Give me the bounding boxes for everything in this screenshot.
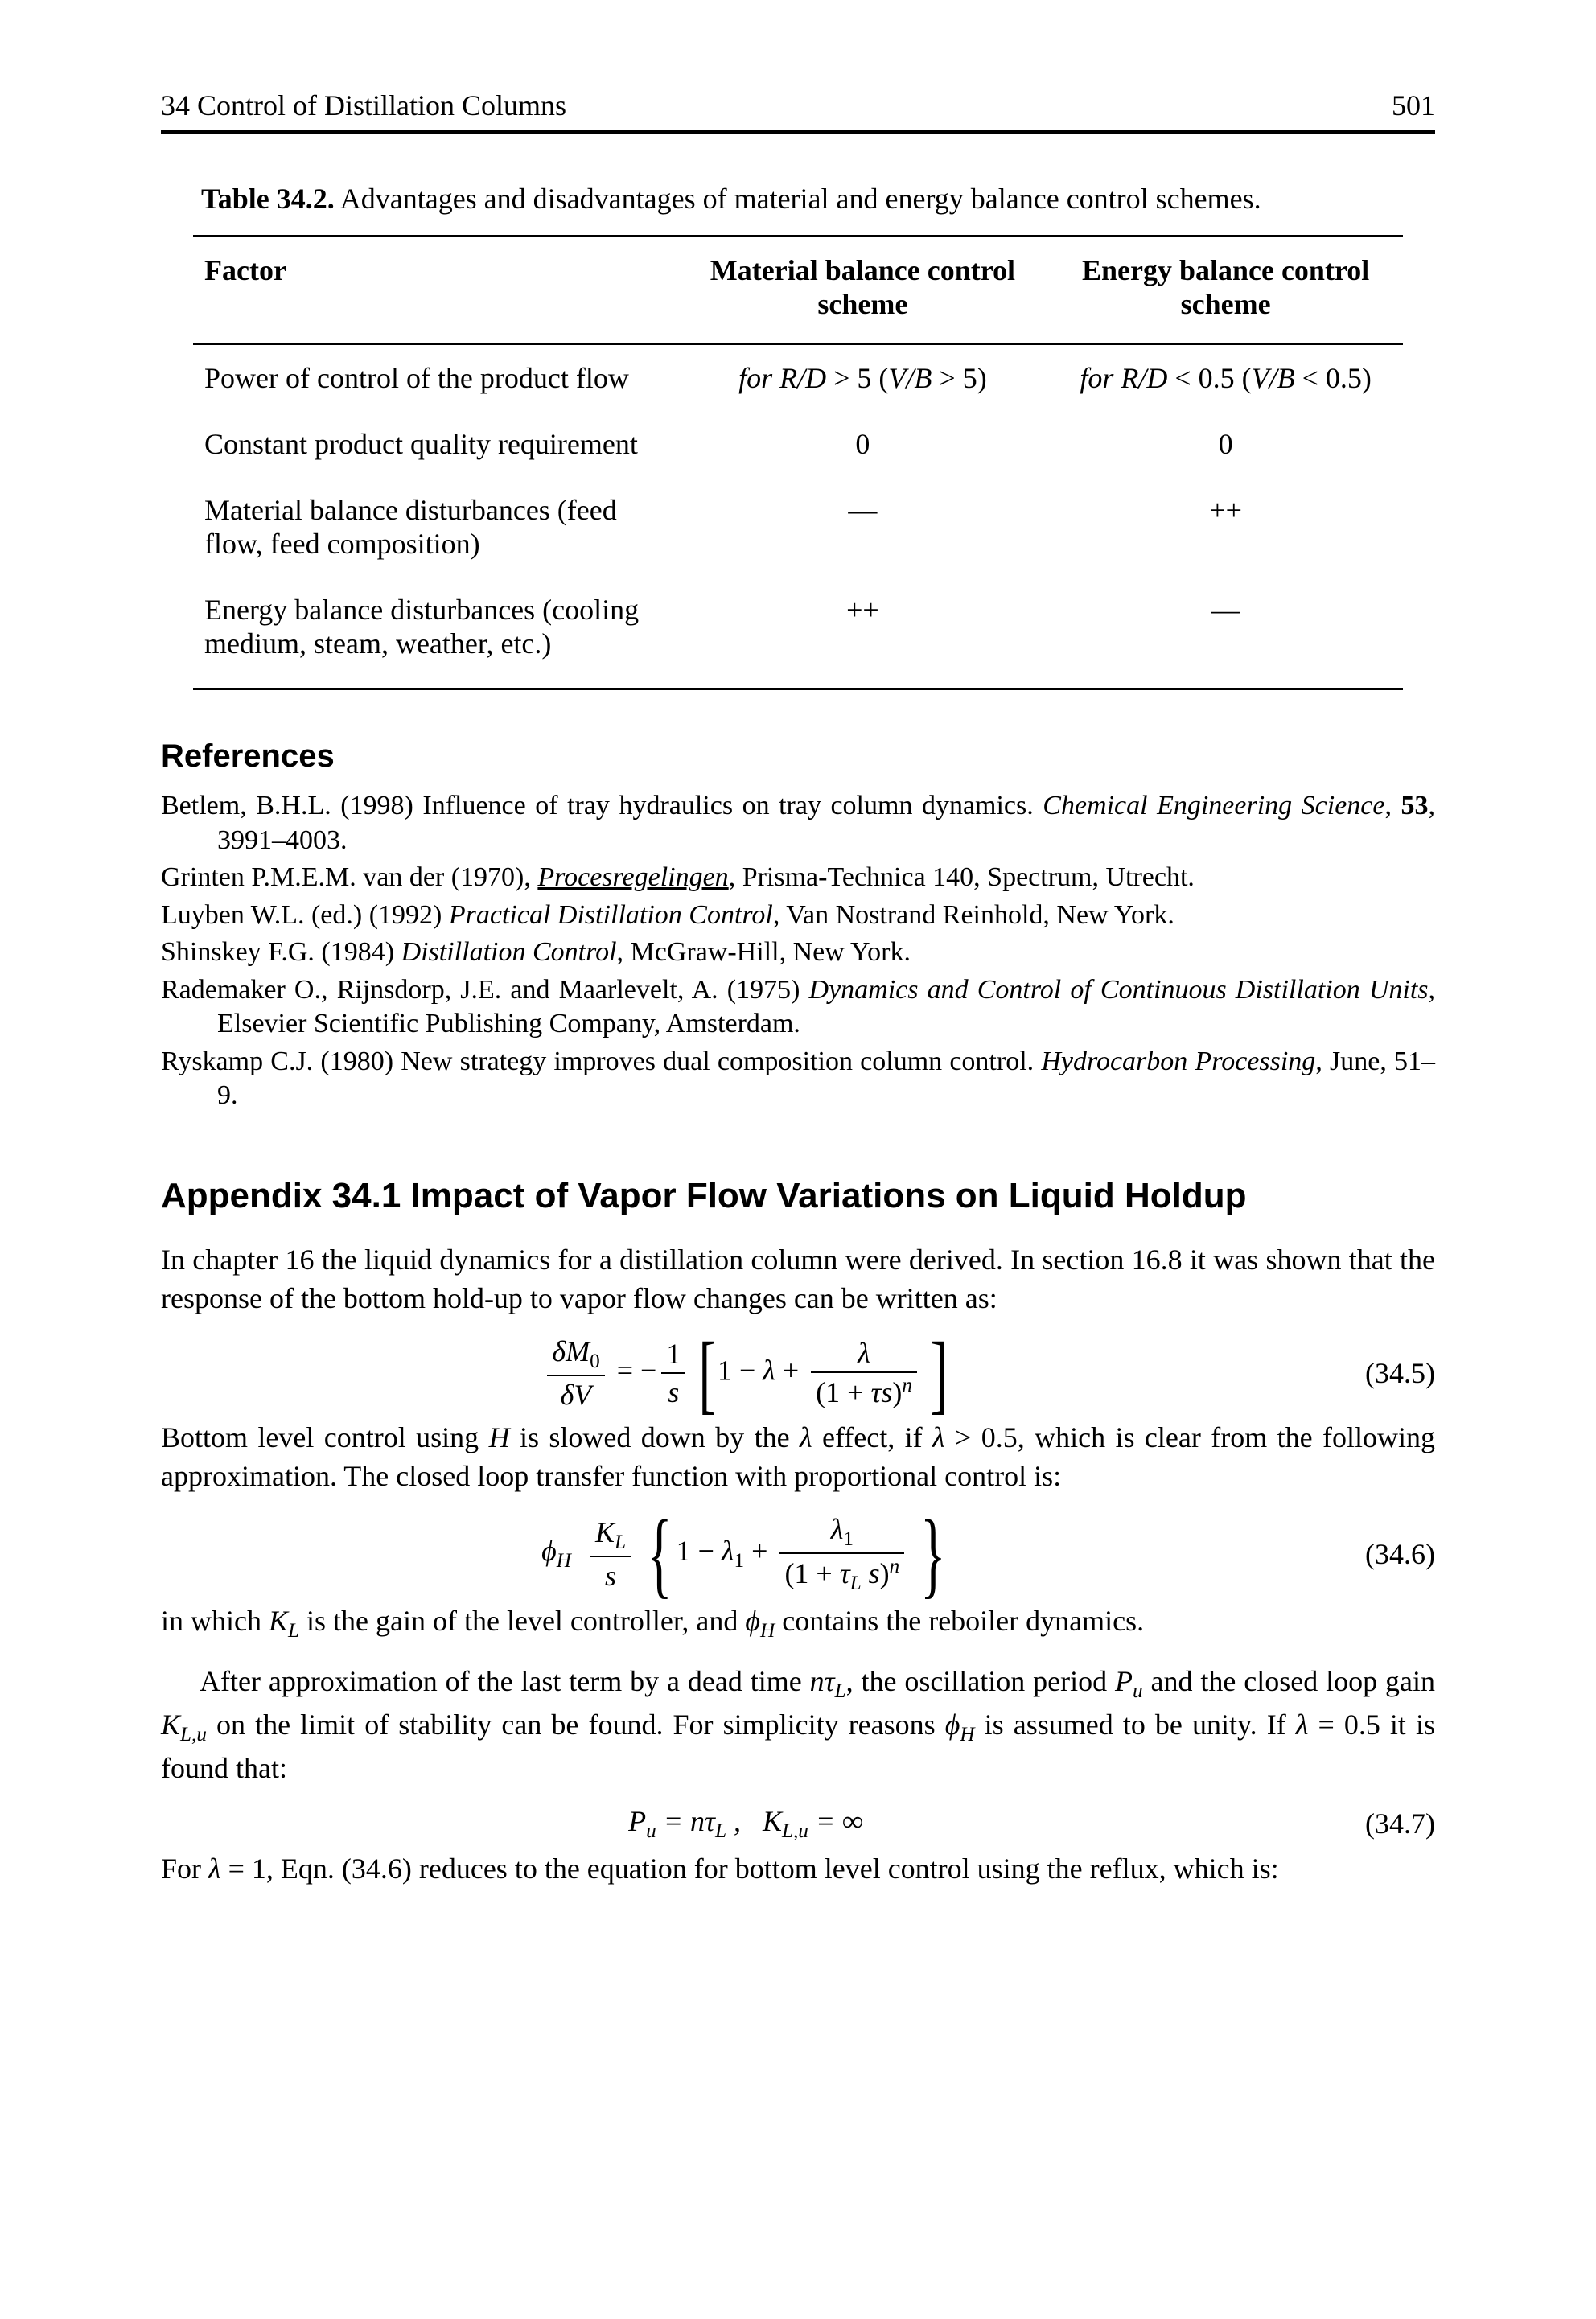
equation-34-5: δM0δV = −1s [1 − λ + λ(1 + τs)n ] (34.5): [161, 1334, 1435, 1412]
table-row: Energy balance disturbances (cooling med…: [193, 577, 1403, 689]
reference-item: Grinten P.M.E.M. van der (1970), Procesr…: [161, 861, 1435, 895]
reference-item: Rademaker O., Rijnsdorp, J.E. and Maarle…: [161, 973, 1435, 1042]
col-header-factor: Factor: [193, 236, 677, 345]
table-caption-text: Advantages and disadvantages of material…: [335, 183, 1261, 215]
equation-body: Pu = nτL , KL,u = ∞: [161, 1804, 1331, 1843]
equation-number: (34.6): [1331, 1537, 1435, 1571]
table-row: Material balance disturbances (feed flow…: [193, 477, 1403, 577]
equation-body: δM0δV = −1s [1 − λ + λ(1 + τs)n ]: [161, 1334, 1331, 1412]
cell-material: for R/D > 5 (V/B > 5): [677, 344, 1049, 411]
appendix-paragraph-4: After approximation of the last term by …: [161, 1662, 1435, 1788]
equation-body: ϕH KLs {1 − λ1 + λ1(1 + τL s)n }: [161, 1512, 1331, 1595]
equation-number: (34.7): [1331, 1807, 1435, 1840]
comparison-table: Factor Material balance control scheme E…: [193, 235, 1403, 690]
col-header-energy: Energy balance control scheme: [1048, 236, 1403, 345]
reference-item: Betlem, B.H.L. (1998) Influence of tray …: [161, 789, 1435, 857]
appendix-paragraph-3: in which KL is the gain of the level con…: [161, 1602, 1435, 1645]
equation-34-6: ϕH KLs {1 − λ1 + λ1(1 + τL s)n } (34.6): [161, 1512, 1435, 1595]
cell-factor: Constant product quality requirement: [193, 411, 677, 477]
appendix-paragraph-2: Bottom level control using H is slowed d…: [161, 1418, 1435, 1496]
table-caption: Table 34.2. Advantages and disadvantages…: [193, 182, 1403, 216]
table-34-2: Table 34.2. Advantages and disadvantages…: [193, 182, 1403, 690]
table-body: Power of control of the product flow for…: [193, 344, 1403, 689]
appendix-heading: Appendix 34.1 Impact of Vapor Flow Varia…: [161, 1176, 1435, 1216]
cell-material: —: [677, 477, 1049, 577]
cell-factor: Material balance disturbances (feed flow…: [193, 477, 677, 577]
equation-number: (34.5): [1331, 1356, 1435, 1390]
table-row: Constant product quality requirement 0 0: [193, 411, 1403, 477]
cell-energy: —: [1048, 577, 1403, 689]
references-heading: References: [161, 738, 1435, 775]
equation-34-7: Pu = nτL , KL,u = ∞ (34.7): [161, 1804, 1435, 1843]
table-caption-label: Table 34.2.: [201, 183, 335, 215]
cell-energy: ++: [1048, 477, 1403, 577]
reference-item: Luyben W.L. (ed.) (1992) Practical Disti…: [161, 898, 1435, 933]
header-page-number: 501: [1392, 88, 1435, 122]
cell-material: ++: [677, 577, 1049, 689]
header-left: 34 Control of Distillation Columns: [161, 88, 566, 122]
appendix-paragraph-1: In chapter 16 the liquid dynamics for a …: [161, 1240, 1435, 1318]
page: 34 Control of Distillation Columns 501 T…: [0, 0, 1596, 2000]
col-header-material: Material balance control scheme: [677, 236, 1049, 345]
appendix-paragraph-5: For λ = 1, Eqn. (34.6) reduces to the eq…: [161, 1849, 1435, 1889]
cell-factor: Energy balance disturbances (cooling med…: [193, 577, 677, 689]
cell-factor: Power of control of the product flow: [193, 344, 677, 411]
running-header: 34 Control of Distillation Columns 501: [161, 88, 1435, 134]
references-list: Betlem, B.H.L. (1998) Influence of tray …: [161, 789, 1435, 1113]
reference-item: Ryskamp C.J. (1980) New strategy improve…: [161, 1045, 1435, 1113]
reference-item: Shinskey F.G. (1984) Distillation Contro…: [161, 935, 1435, 970]
table-row: Power of control of the product flow for…: [193, 344, 1403, 411]
cell-energy: for R/D < 0.5 (V/B < 0.5): [1048, 344, 1403, 411]
cell-energy: 0: [1048, 411, 1403, 477]
cell-material: 0: [677, 411, 1049, 477]
